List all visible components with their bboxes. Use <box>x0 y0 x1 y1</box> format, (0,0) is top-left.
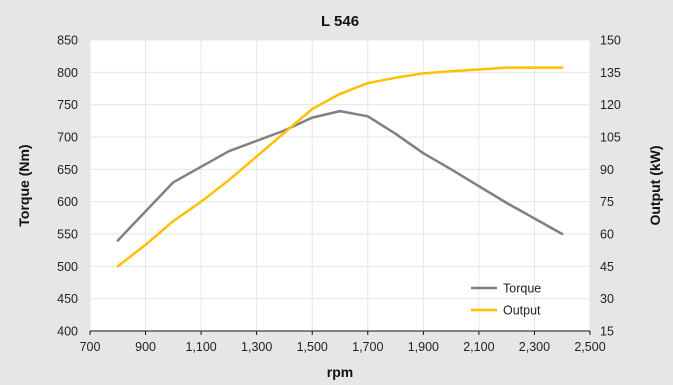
y-tick-label: 700 <box>57 131 78 145</box>
y-tick-label: 850 <box>57 34 78 48</box>
y-tick-label: 450 <box>57 292 78 306</box>
y-tick-label: 600 <box>57 195 78 209</box>
series-line-output <box>116 66 564 268</box>
y-tick-label: 550 <box>57 228 78 242</box>
y2-tick-label: 60 <box>600 228 614 242</box>
y2-tick-label: 105 <box>600 131 621 145</box>
x-tick-label: 2,500 <box>574 340 605 354</box>
axes: 700 900 1,100 1,300 1,500 1,700 1,900 2,100 2,30… <box>57 34 621 355</box>
series-line-torque <box>116 109 564 242</box>
y-tick-label: 750 <box>57 98 78 112</box>
y2-tick-label: 75 <box>600 195 614 209</box>
x-tick-label: 2,300 <box>519 340 550 354</box>
y-tick-label: 800 <box>57 66 78 80</box>
y-tick-label: 500 <box>57 260 78 274</box>
legend: Torque Output <box>471 282 541 318</box>
legend-label-torque: Torque <box>503 282 541 296</box>
x-tick-label: 1,100 <box>185 340 216 354</box>
y2-tick-label: 150 <box>600 34 621 48</box>
y2-tick-label: 90 <box>600 163 614 177</box>
y2-tick-label: 45 <box>600 260 614 274</box>
y2-tick-label: 15 <box>600 325 614 339</box>
x-axis-title: rpm <box>327 364 353 380</box>
x-tick-label: 1,700 <box>352 340 383 354</box>
plot-area <box>90 40 590 331</box>
grid <box>89 39 591 332</box>
legend-label-output: Output <box>503 304 541 318</box>
y-tick-label: 400 <box>57 325 78 339</box>
series-lines <box>116 66 564 268</box>
y2-tick-label: 120 <box>600 98 621 112</box>
y2-axis-title: Output (kW) <box>647 145 663 225</box>
x-tick-label: 1,900 <box>408 340 439 354</box>
x-tick-label: 900 <box>135 340 156 354</box>
x-tick-label: 1,500 <box>297 340 328 354</box>
chart-title: L 546 <box>321 13 359 30</box>
y-axis-title: Torque (Nm) <box>16 144 32 226</box>
x-tick-label: 700 <box>80 340 101 354</box>
y-tick-label: 650 <box>57 163 78 177</box>
x-tick-label: 2,100 <box>463 340 494 354</box>
y2-tick-label: 135 <box>600 66 621 80</box>
x-tick-label: 1,300 <box>241 340 272 354</box>
y2-tick-label: 30 <box>600 292 614 306</box>
